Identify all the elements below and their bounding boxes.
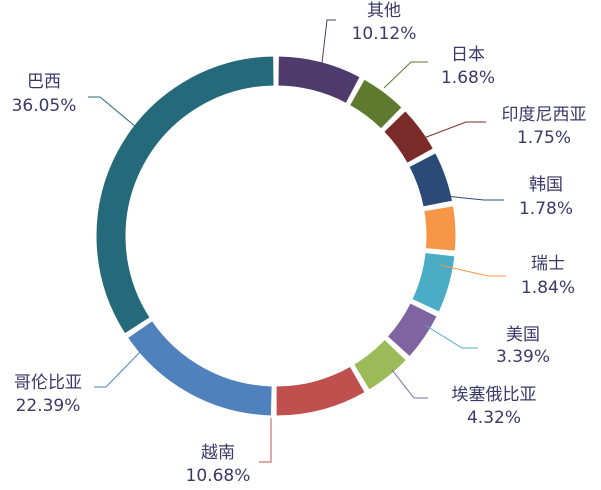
slice-label-value: 1.78% [519,199,573,219]
slice-印度尼西亚[interactable] [383,110,435,164]
slice-label-value: 1.68% [441,68,495,88]
slice-越南[interactable] [275,365,366,417]
leader-line-哥伦比亚 [94,351,141,388]
slice-label-name: 巴西 [27,72,61,92]
slice-label-name: 越南 [201,443,235,463]
slice-label-value: 1.75% [517,128,571,148]
slice-label-name: 韩国 [529,175,563,195]
slice-label-name: 瑞士 [531,254,565,274]
leader-line-日本 [383,61,428,89]
slice-label-value: 1.84% [521,278,575,298]
leader-line-印度尼西亚 [415,121,486,142]
leader-line-其他 [321,19,336,64]
slice-label-value: 22.39% [16,396,81,416]
leader-line-越南 [259,418,272,463]
leader-line-韩国 [434,194,504,201]
slice-label-name: 其他 [367,1,401,21]
slice-label-name: 埃塞俄比亚 [452,385,537,405]
slice-label-value: 3.39% [496,347,550,367]
slice-韩国[interactable] [408,152,454,208]
slice-label-value: 36.05% [12,96,77,116]
leader-line-埃塞俄比亚 [391,369,428,399]
slice-日本[interactable] [348,78,403,130]
slice-label-name: 日本 [451,45,485,65]
leader-line-美国 [424,324,478,349]
leader-line-巴西 [88,96,137,128]
slice-label-name: 印度尼西亚 [502,105,587,125]
slice-label-value: 4.32% [467,408,521,428]
slice-label-value: 10.68% [186,466,251,486]
slice-其他[interactable] [277,55,361,105]
slice-label-name: 哥伦比亚 [14,373,82,393]
slice-巴西[interactable] [95,55,275,335]
slice-美国[interactable] [411,251,456,313]
slice-埃塞俄比亚[interactable] [386,302,438,358]
slice-越南[interactable] [352,338,408,391]
leader-line-瑞士 [439,264,506,277]
slice-label-value: 10.12% [352,24,417,44]
slice-哥伦比亚[interactable] [126,320,273,417]
slice-label-name: 美国 [506,325,540,345]
slice-瑞士[interactable] [423,205,457,252]
